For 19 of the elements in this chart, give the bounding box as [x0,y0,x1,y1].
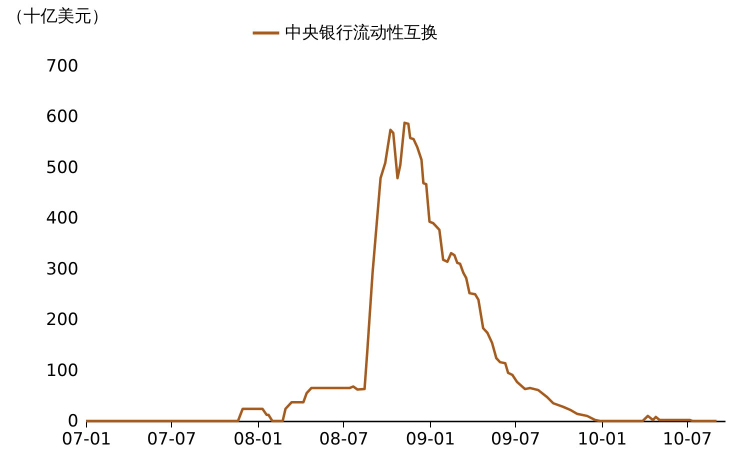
x-tick-label: 09-07 [490,430,540,450]
x-tick-label: 08-01 [234,430,283,450]
y-tick-label: 300 [46,259,78,280]
legend-label: 中央银行流动性互换 [285,23,438,43]
y-tick-label: 200 [46,310,78,330]
x-tick-label: 08-07 [319,430,369,450]
x-tick-label: 10-01 [578,430,627,450]
x-tick-label: 10-07 [662,430,712,450]
y-tick-label: 600 [46,107,78,128]
y-tick-label: 500 [46,158,78,178]
x-tick-label: 07-07 [146,430,196,450]
x-tick-label: 07-01 [62,430,112,450]
y-tick-label: 400 [46,208,78,229]
y-axis-title: （十亿美元） [6,6,108,26]
y-tick-label: 0 [68,412,78,432]
x-tick-label: 09-01 [406,430,456,450]
line-series [84,122,718,422]
y-tick-label: 100 [46,360,78,381]
y-tick-label: 700 [46,56,78,76]
